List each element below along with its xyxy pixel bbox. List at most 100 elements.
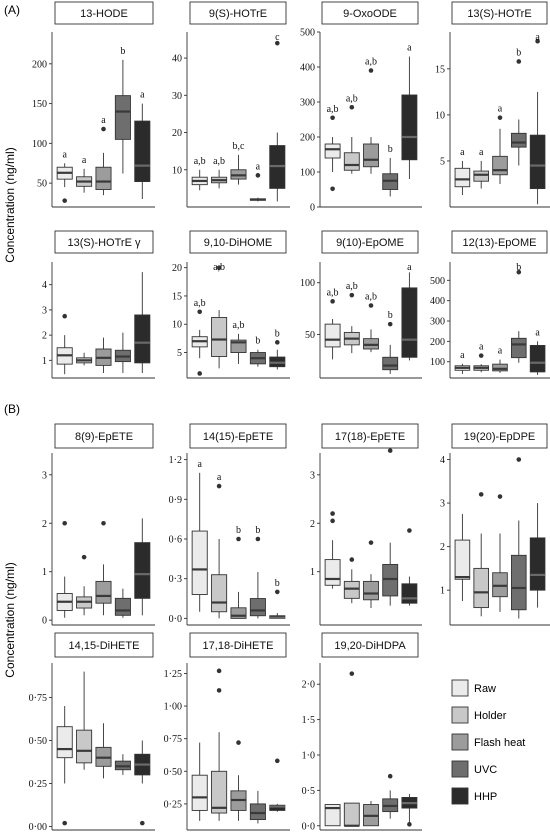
outlier-point xyxy=(275,589,280,595)
box-iqr xyxy=(492,155,508,176)
panel-title-box xyxy=(451,230,548,254)
box-iqr xyxy=(324,323,341,348)
y-tick-label: 2 xyxy=(310,519,315,530)
box-holder: a xyxy=(76,155,93,193)
significance-group-label: a xyxy=(140,90,145,101)
box-iqr xyxy=(191,530,208,596)
box-flash-heat xyxy=(363,540,379,609)
panel-title: 13-HODE xyxy=(80,8,128,20)
box-holder xyxy=(343,671,360,827)
outlier-point xyxy=(535,38,540,44)
significance-group-label: a xyxy=(535,32,540,43)
outlier-point xyxy=(216,668,222,674)
box-holder: a,b xyxy=(343,93,360,174)
boxplot-panel: 12(13)-EpOME 100 200 300 400 500 a a a b a xyxy=(430,230,550,379)
outlier-point xyxy=(140,820,145,826)
box-iqr xyxy=(529,134,546,190)
significance-group-label: a,b xyxy=(365,292,377,303)
box-iqr xyxy=(401,94,418,161)
box-iqr xyxy=(401,287,418,358)
outlier-point xyxy=(407,528,412,533)
box-iqr xyxy=(134,314,151,364)
box-iqr xyxy=(473,567,489,609)
y-tick-label: 1 xyxy=(440,586,445,597)
significance-group-label: a,b xyxy=(194,156,206,167)
outlier-point xyxy=(81,554,87,560)
box-raw: a xyxy=(191,459,208,612)
outlier-point xyxy=(216,265,222,270)
box-hhp xyxy=(134,272,151,373)
box-hhp xyxy=(401,528,418,606)
box-holder xyxy=(76,352,93,366)
outlier-point xyxy=(236,536,241,542)
box-flash-heat xyxy=(492,494,508,612)
outlier-point xyxy=(330,186,335,192)
y-tick-label: 100 xyxy=(32,139,47,150)
panel-title: 17,18-DiHETE xyxy=(203,640,274,652)
y-tick-label: 0·50 xyxy=(29,736,47,747)
box-hhp: a xyxy=(529,32,546,205)
box-hhp: a xyxy=(134,90,151,200)
box-iqr xyxy=(343,152,360,171)
y-tick-label: 1·00 xyxy=(164,702,182,713)
y-tick-label: 1·2 xyxy=(169,455,182,466)
box-iqr xyxy=(211,770,228,814)
outlier-point xyxy=(516,269,522,275)
y-tick-label: 0·6 xyxy=(169,535,182,546)
box-uvc: b xyxy=(114,46,131,174)
y-tick-label: 0·0 xyxy=(169,614,182,625)
y-tick-label: 1·0 xyxy=(302,750,315,761)
legend-swatch xyxy=(451,733,469,751)
panels: 13-HODE50100150200aaaba9(S)-HOTrE1020304… xyxy=(29,1,550,833)
significance-group-label: c xyxy=(275,32,280,43)
outlier-point xyxy=(368,303,374,308)
y-tick-label: 40 xyxy=(172,54,182,65)
box-iqr xyxy=(211,574,228,613)
box-uvc xyxy=(114,754,131,775)
boxplot-panel: 8(9)-EpETE 0 1 2 3 xyxy=(42,423,155,627)
significance-group-label: b,c xyxy=(233,141,246,152)
y-tick-label: 0 xyxy=(42,616,47,627)
significance-group-label: a xyxy=(479,342,484,353)
outlier-point xyxy=(349,671,355,676)
outlier-point xyxy=(236,740,241,745)
y-tick-label: 2·0 xyxy=(302,680,315,691)
box-uvc: b xyxy=(249,525,266,619)
box-holder xyxy=(211,668,228,821)
box-raw xyxy=(56,520,73,618)
box-iqr xyxy=(324,143,341,159)
significance-group-label: a,b xyxy=(213,262,225,273)
significance-group-label: a,b xyxy=(233,320,245,331)
box-flash-heat xyxy=(95,337,112,373)
y-tick-label: 3 xyxy=(440,499,445,510)
box-holder: a,b xyxy=(211,262,228,369)
panel-title-box xyxy=(321,1,419,25)
box-raw xyxy=(324,804,341,827)
significance-group-label: a,b xyxy=(213,156,225,167)
significance-group-label: a xyxy=(460,350,465,361)
box-iqr xyxy=(114,95,131,140)
box-holder: a xyxy=(473,342,489,373)
box-iqr xyxy=(269,804,286,811)
box-raw xyxy=(56,706,73,826)
box-holder: a xyxy=(211,472,228,619)
box-uvc: b xyxy=(511,47,527,166)
outlier-point xyxy=(275,758,280,764)
panel-title: 14(15)-EpETE xyxy=(203,431,273,443)
significance-group-label: b xyxy=(516,47,521,58)
box-iqr xyxy=(95,166,112,190)
significance-group-label: a xyxy=(407,262,412,273)
box-iqr xyxy=(324,804,341,827)
box-hhp xyxy=(134,518,151,616)
outlier-point xyxy=(216,483,222,489)
box-iqr xyxy=(511,337,527,359)
box-raw: a,b xyxy=(191,156,208,191)
significance-group-label: a xyxy=(535,327,540,338)
box-hhp: c xyxy=(269,32,286,202)
panel-title: 17(18)-EpETE xyxy=(335,431,405,443)
box-iqr xyxy=(382,356,399,371)
outlier-point xyxy=(330,115,335,121)
y-tick-label: 400 xyxy=(300,63,315,74)
box-raw: a,b xyxy=(324,104,341,192)
